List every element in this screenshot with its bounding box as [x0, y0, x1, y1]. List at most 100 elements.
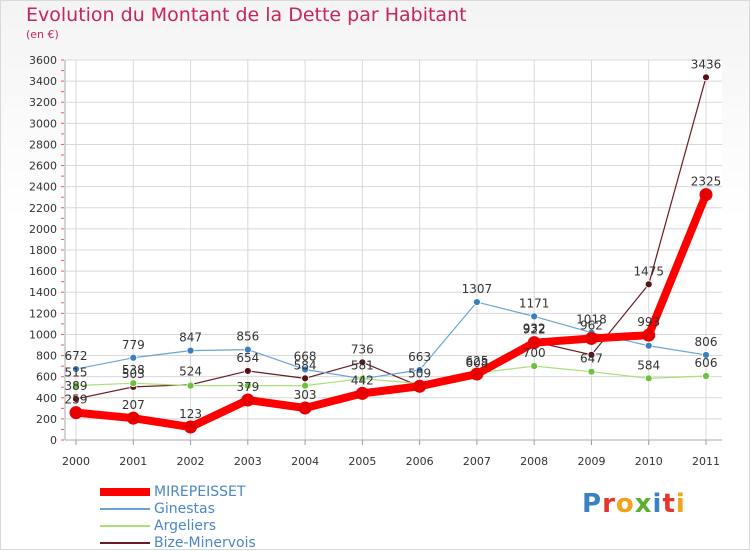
data-point: [184, 420, 198, 434]
data-label: 123: [179, 407, 202, 421]
y-tick-label: 1000: [29, 328, 57, 341]
legend-label: Bize-Minervois: [154, 535, 256, 551]
data-point: [530, 312, 539, 321]
data-label: 207: [122, 398, 145, 412]
data-label: 509: [408, 366, 431, 380]
y-tick-label: 2200: [29, 202, 57, 215]
legend-swatch: [100, 525, 150, 527]
data-point: [584, 331, 598, 345]
data-label: 581: [351, 359, 374, 373]
x-tick-label: 2008: [520, 455, 548, 468]
logo-letter: P: [582, 489, 603, 519]
x-tick-label: 2001: [119, 455, 147, 468]
data-point: [129, 353, 138, 362]
data-label: 993: [637, 315, 660, 329]
data-label: 503: [122, 367, 145, 381]
legend-label: Ginestas: [154, 501, 215, 517]
data-label: 1307: [462, 282, 493, 296]
y-tick-label: 2000: [29, 223, 57, 236]
data-point: [587, 367, 596, 376]
data-label: 524: [179, 365, 202, 379]
data-point: [72, 381, 80, 390]
legend-swatch: [100, 488, 150, 496]
x-tick-label: 2000: [62, 455, 90, 468]
data-label: 606: [695, 356, 718, 370]
y-tick-label: 200: [36, 413, 57, 426]
data-point: [301, 374, 309, 383]
y-tick-label: 1200: [29, 307, 57, 320]
data-label: 654: [236, 351, 259, 365]
data-point: [702, 73, 710, 82]
logo-letter: r: [602, 489, 616, 519]
data-point: [699, 188, 713, 202]
x-tick-label: 2004: [291, 455, 319, 468]
x-tick-label: 2005: [348, 455, 376, 468]
data-point: [243, 381, 252, 390]
y-tick-label: 1800: [29, 244, 57, 257]
legend-item: Ginestas: [100, 501, 215, 517]
x-tick-label: 2003: [234, 455, 262, 468]
series-line-argeliers: [75, 365, 707, 387]
y-tick-label: 3000: [29, 117, 57, 130]
data-label: 1171: [519, 296, 550, 310]
x-tick-label: 2010: [635, 455, 663, 468]
y-tick-label: 2400: [29, 181, 57, 194]
legend-item: Bize-Minervois: [100, 535, 256, 551]
data-label: 584: [294, 358, 317, 372]
y-tick-label: 2600: [29, 160, 57, 173]
legend-swatch: [100, 508, 150, 510]
data-label: 672: [65, 349, 88, 363]
data-label: 1018: [576, 313, 607, 327]
data-point: [415, 366, 424, 374]
data-point: [702, 351, 710, 359]
data-point: [69, 406, 83, 420]
data-label: 856: [236, 330, 259, 344]
data-point: [298, 401, 312, 415]
data-point: [473, 298, 481, 306]
data-label: 668: [294, 349, 317, 363]
data-label: 647: [580, 352, 603, 366]
data-point: [642, 328, 656, 342]
data-label: 779: [122, 338, 145, 352]
logo-letter: i: [652, 489, 663, 519]
data-label: 1475: [633, 264, 664, 278]
logo-letter: x: [634, 489, 653, 519]
data-label: 608: [465, 356, 488, 370]
data-label: 736: [351, 342, 374, 356]
data-label: 922: [523, 323, 546, 337]
x-tick-label: 2007: [463, 455, 491, 468]
legend-label: MIREPEISSET: [154, 484, 246, 500]
y-tick-label: 1400: [29, 286, 57, 299]
data-label: 625: [465, 354, 488, 368]
data-label: 962: [580, 318, 603, 332]
y-tick-label: 3600: [29, 54, 57, 67]
y-tick-label: 400: [36, 392, 57, 405]
data-point: [243, 345, 252, 354]
data-label: 259: [65, 393, 88, 407]
data-point: [126, 411, 140, 425]
legend-item: Argeliers: [100, 518, 216, 534]
data-point: [413, 379, 427, 393]
data-point: [186, 346, 195, 355]
x-tick-label: 2011: [692, 455, 720, 468]
data-label: 806: [695, 335, 718, 349]
y-tick-label: 3400: [29, 75, 57, 88]
data-label: 700: [523, 346, 546, 360]
proxiti-logo: Proxiti: [582, 489, 686, 519]
data-label: 663: [408, 350, 431, 364]
legend-label: Argeliers: [154, 518, 217, 534]
x-tick-label: 2009: [577, 455, 605, 468]
data-point: [241, 393, 255, 407]
x-tick-label: 2002: [177, 455, 205, 468]
data-point: [644, 341, 653, 350]
data-point: [530, 362, 539, 371]
data-point: [355, 386, 369, 400]
data-label: 303: [294, 388, 317, 402]
chart-subtitle: (en €): [26, 28, 59, 41]
data-point: [587, 350, 596, 359]
data-label: 3436: [691, 57, 722, 71]
data-point: [644, 280, 653, 289]
data-point: [470, 367, 484, 381]
data-point: [644, 374, 653, 383]
